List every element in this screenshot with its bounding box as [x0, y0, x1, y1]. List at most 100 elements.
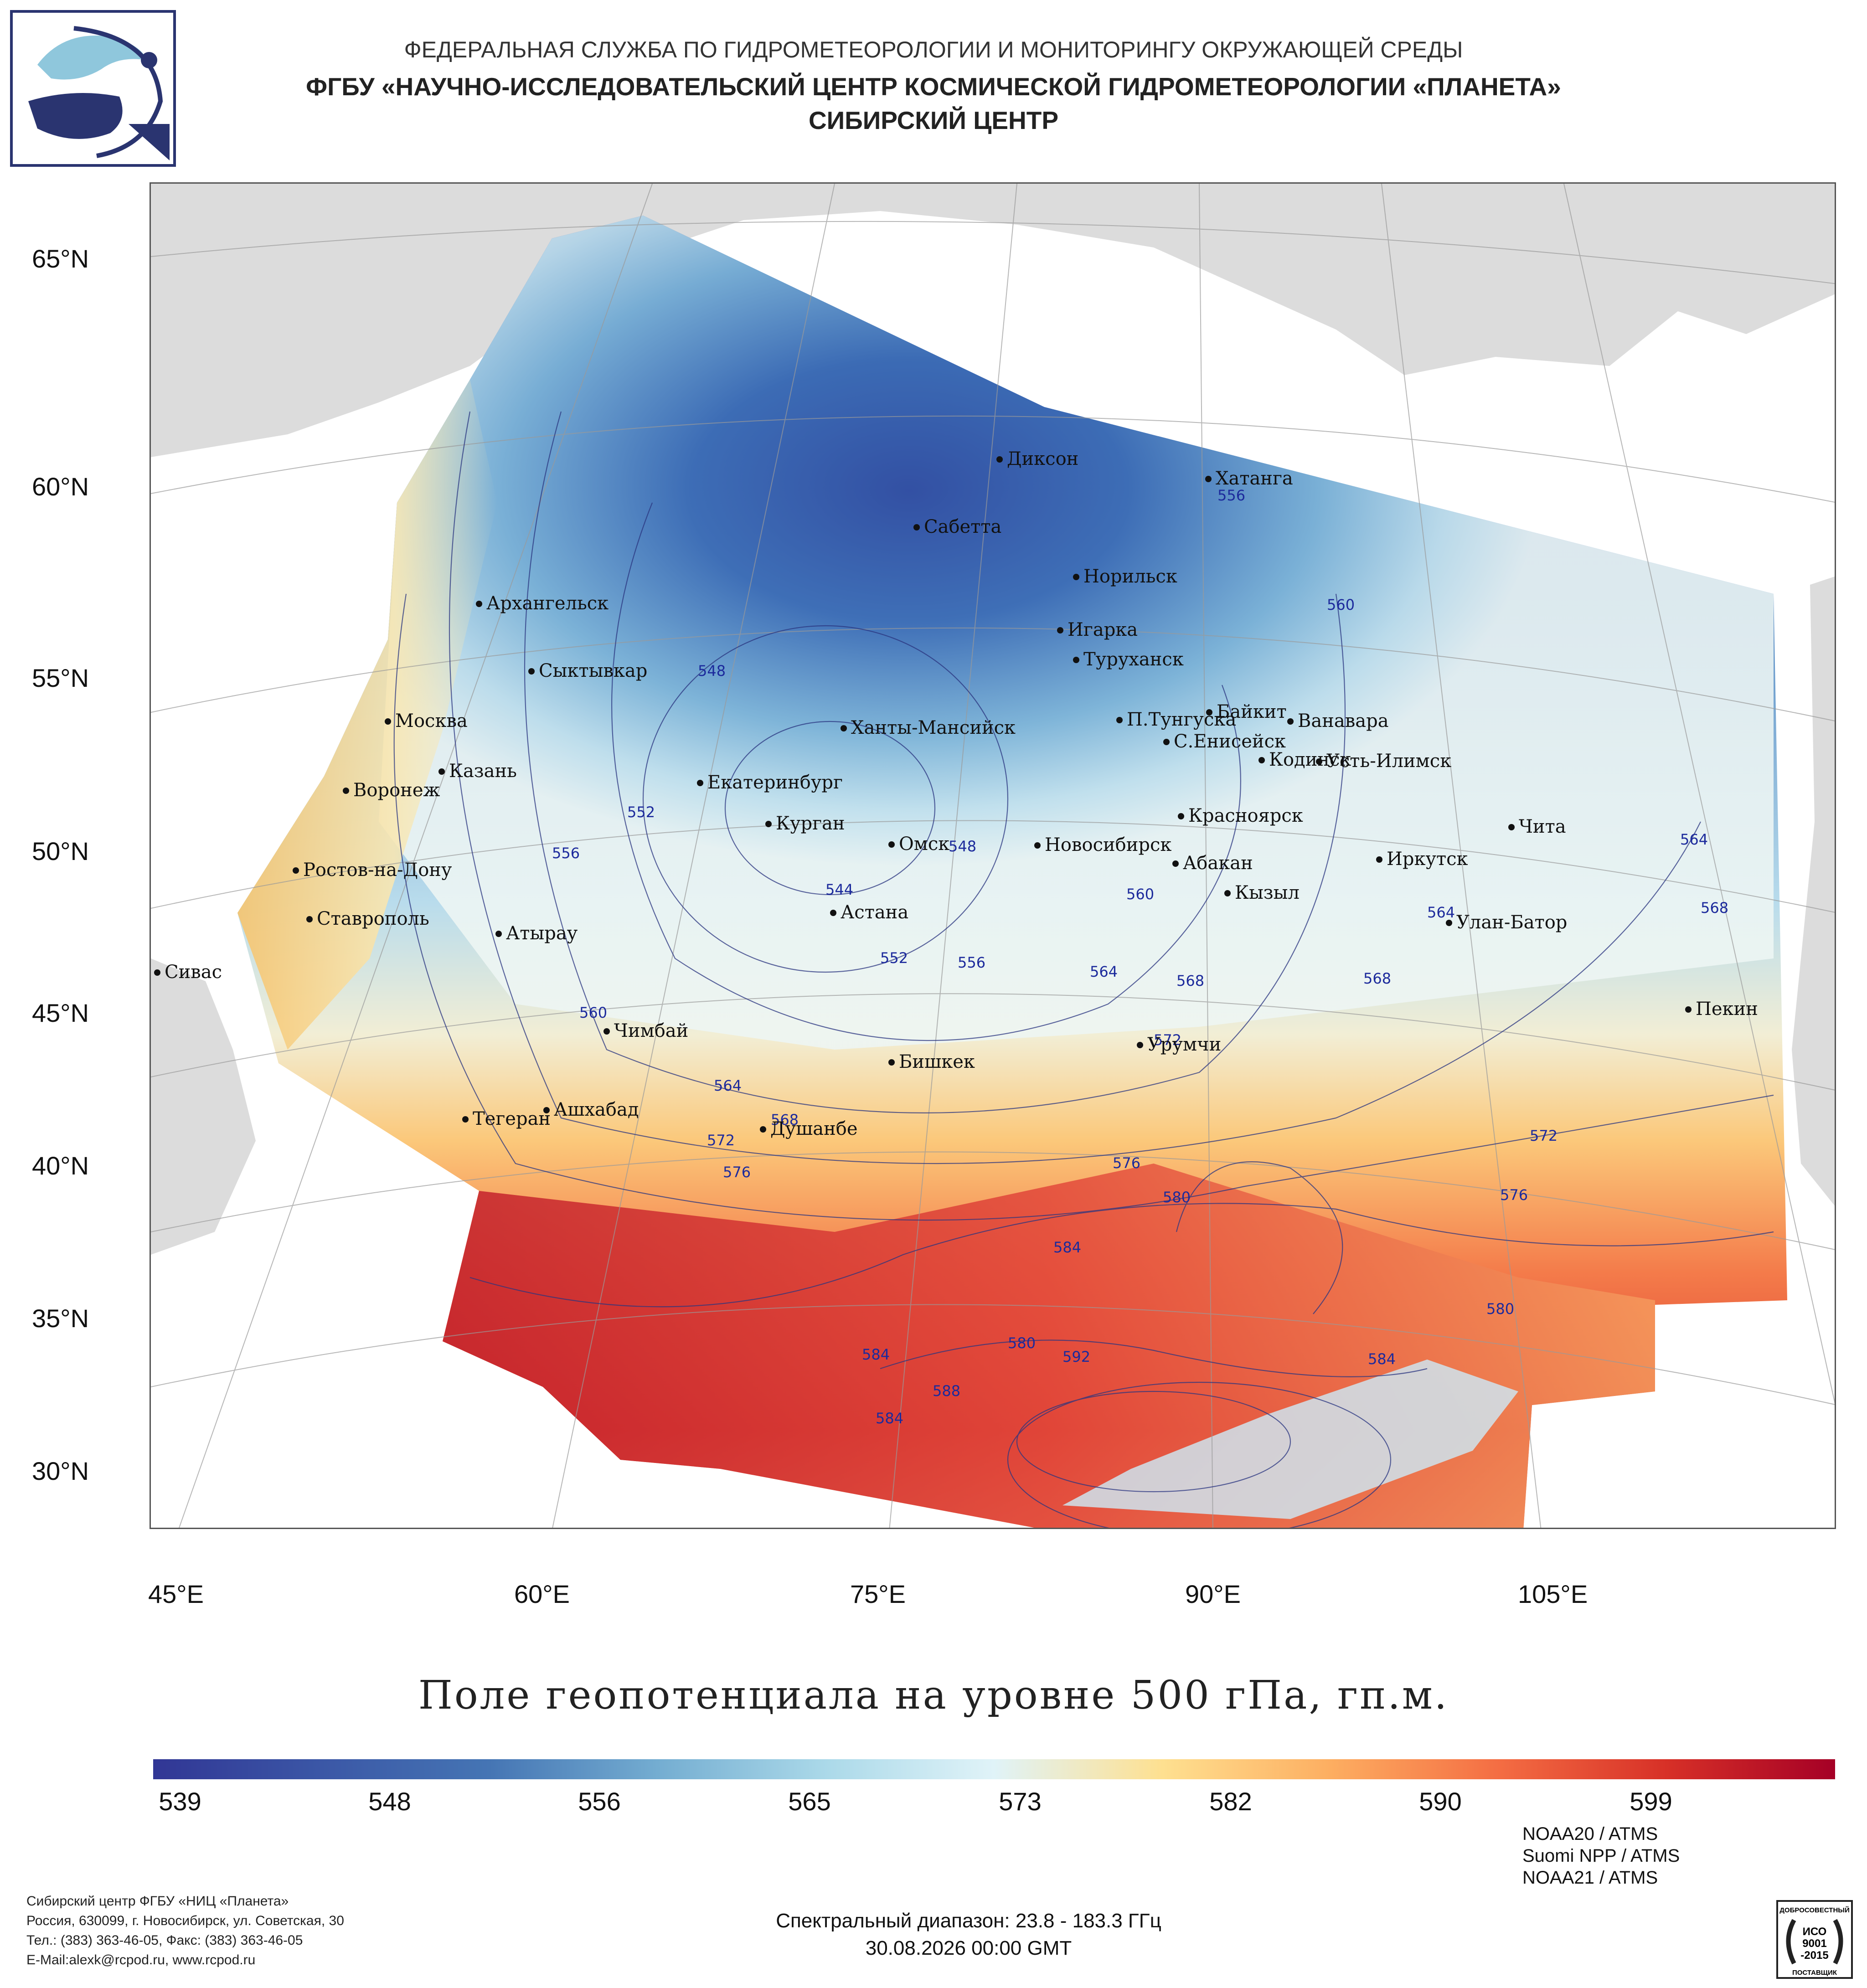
city-dot: [343, 788, 349, 794]
map-canvas: 556 560 548 552 556 544 548 552 556 560 …: [151, 184, 1835, 1528]
city-label: Воронеж: [353, 780, 440, 801]
city-label: Кодинск: [1269, 749, 1351, 770]
city-dot: [1508, 824, 1515, 830]
footer-contacts: Сибирский центр ФГБУ «НИЦ «Планета» Росс…: [26, 1891, 344, 1970]
city-label: Ханты-Мансийск: [851, 717, 1016, 738]
city-label: Хатанга: [1216, 468, 1293, 489]
city-dot: [1316, 758, 1322, 765]
colorbar-tick: 539: [159, 1787, 201, 1816]
land-west: [151, 958, 256, 1255]
city-label: Байкит: [1217, 701, 1287, 722]
iso-bottom: ПОСТАВЩИК: [1792, 1969, 1837, 1977]
contour-label: 576: [723, 1164, 751, 1181]
contour-label: 592: [1062, 1348, 1090, 1365]
lat-label: 40°N: [32, 1151, 89, 1180]
footer-address: Россия, 630099, г. Новосибирск, ул. Сове…: [26, 1913, 344, 1928]
city-dot: [697, 780, 703, 786]
contour-label: 556: [552, 845, 580, 862]
city-dot: [1258, 757, 1265, 763]
city-dot: [1057, 627, 1063, 633]
contour-label: 584: [862, 1346, 890, 1363]
iso-top: ДОБРОСОВЕСТНЫЙ: [1779, 1906, 1850, 1914]
contour-label: 572: [707, 1132, 735, 1149]
colorbar-tick: 582: [1209, 1787, 1252, 1816]
city-label: Ставрополь: [317, 908, 429, 929]
contour-label: 560: [1126, 886, 1154, 903]
city-label: Урумчи: [1147, 1034, 1221, 1055]
iso-line2: 9001: [1802, 1937, 1826, 1950]
city-label: Красноярск: [1188, 805, 1303, 826]
city-dot: [913, 524, 920, 530]
city-label: Улан-Батор: [1456, 912, 1567, 933]
city-label: Атырау: [506, 923, 578, 944]
contour-label: 584: [1368, 1350, 1396, 1368]
city-dot: [760, 1126, 766, 1133]
lat-label: 50°N: [32, 837, 89, 865]
city-dot: [888, 1059, 895, 1066]
city-label: Усть-Илимск: [1326, 751, 1451, 772]
contour-label: 556: [958, 954, 985, 971]
observation-datetime: 30.08.2026 00:00 GMT: [865, 1937, 1072, 1959]
city-label: Ашхабад: [554, 1099, 639, 1120]
contour-label: 568: [1176, 972, 1204, 989]
iso-line1: ИСО: [1803, 1926, 1827, 1938]
city-label: Москва: [395, 711, 468, 731]
city-label: Астана: [841, 902, 908, 923]
city-dot: [1685, 1006, 1692, 1013]
city-label: Игарка: [1068, 619, 1138, 640]
colorbar-tick: 556: [578, 1787, 621, 1816]
contour-label: 564: [1427, 904, 1455, 921]
city-label: Сыктывкар: [539, 660, 647, 681]
contour-label: 576: [1500, 1186, 1528, 1204]
plot-title: Поле геопотенциала на уровне 500 гПа, гп…: [418, 1673, 1449, 1718]
city-label: Чита: [1519, 816, 1566, 837]
contour-label: 564: [714, 1077, 742, 1094]
city-dot: [154, 969, 160, 976]
colorbar: [153, 1759, 1835, 1779]
colorbar-tick: 565: [788, 1787, 831, 1816]
city-dot: [1034, 842, 1041, 849]
city-label: Ростов-на-Дону: [303, 860, 452, 881]
land-east: [1792, 577, 1835, 1206]
contour-label: 572: [1154, 1031, 1181, 1049]
city-dot: [476, 601, 482, 607]
contour-label: 548: [698, 662, 726, 680]
city-label: Бишкек: [899, 1051, 975, 1072]
city-markers: Диксон Хатанга Сабетта Норильск Архангельск И…: [154, 448, 1758, 1139]
contour-label: 568: [1363, 970, 1391, 987]
lat-label: 35°N: [32, 1304, 89, 1333]
lat-label: 60°N: [32, 472, 89, 501]
city-label: Туруханск: [1083, 649, 1184, 670]
city-label: Кызыл: [1235, 882, 1300, 903]
satellite-sources: NOAA20 / ATMS Suomi NPP / ATMS NOAA21 / …: [1522, 1823, 1680, 1889]
colorbar-tick: 548: [368, 1787, 411, 1816]
city-label: Душанбе: [770, 1118, 858, 1139]
city-label: П.Тунгуска: [1127, 709, 1236, 730]
geopotential-map: 556 560 548 552 556 544 548 552 556 560 …: [150, 182, 1836, 1529]
city-label: Диксон: [1007, 448, 1078, 469]
source-item: Suomi NPP / ATMS: [1522, 1846, 1680, 1866]
footer-org: Сибирский центр ФГБУ «НИЦ «Планета»: [26, 1894, 289, 1909]
city-dot: [1206, 709, 1212, 716]
lon-label: 45°E: [148, 1580, 204, 1608]
header-institute: ФГБУ «НАУЧНО-ИССЛЕДОВАТЕЛЬСКИЙ ЦЕНТР КОС…: [306, 72, 1561, 101]
contour-label: 588: [933, 1382, 960, 1400]
lat-label: 55°N: [32, 664, 89, 692]
isohypses: [393, 411, 1774, 1528]
cold-core: [379, 216, 1774, 1050]
city-dot: [996, 456, 1003, 463]
contour-label: 568: [1701, 899, 1728, 917]
contour-label: 560: [579, 1004, 607, 1021]
city-dot: [1116, 717, 1123, 723]
planeta-logo: [10, 10, 176, 167]
contour-label: 544: [825, 881, 853, 898]
city-label: Екатеринбург: [707, 772, 843, 793]
colorbar-tick: 590: [1419, 1787, 1462, 1816]
city-dot: [888, 841, 895, 848]
contour-label: 580: [1163, 1189, 1191, 1206]
city-dot: [603, 1028, 610, 1035]
lon-label: 90°E: [1185, 1580, 1241, 1608]
city-dot: [1137, 1042, 1143, 1048]
lon-label: 75°E: [850, 1580, 906, 1608]
lon-label: 60°E: [514, 1580, 570, 1608]
